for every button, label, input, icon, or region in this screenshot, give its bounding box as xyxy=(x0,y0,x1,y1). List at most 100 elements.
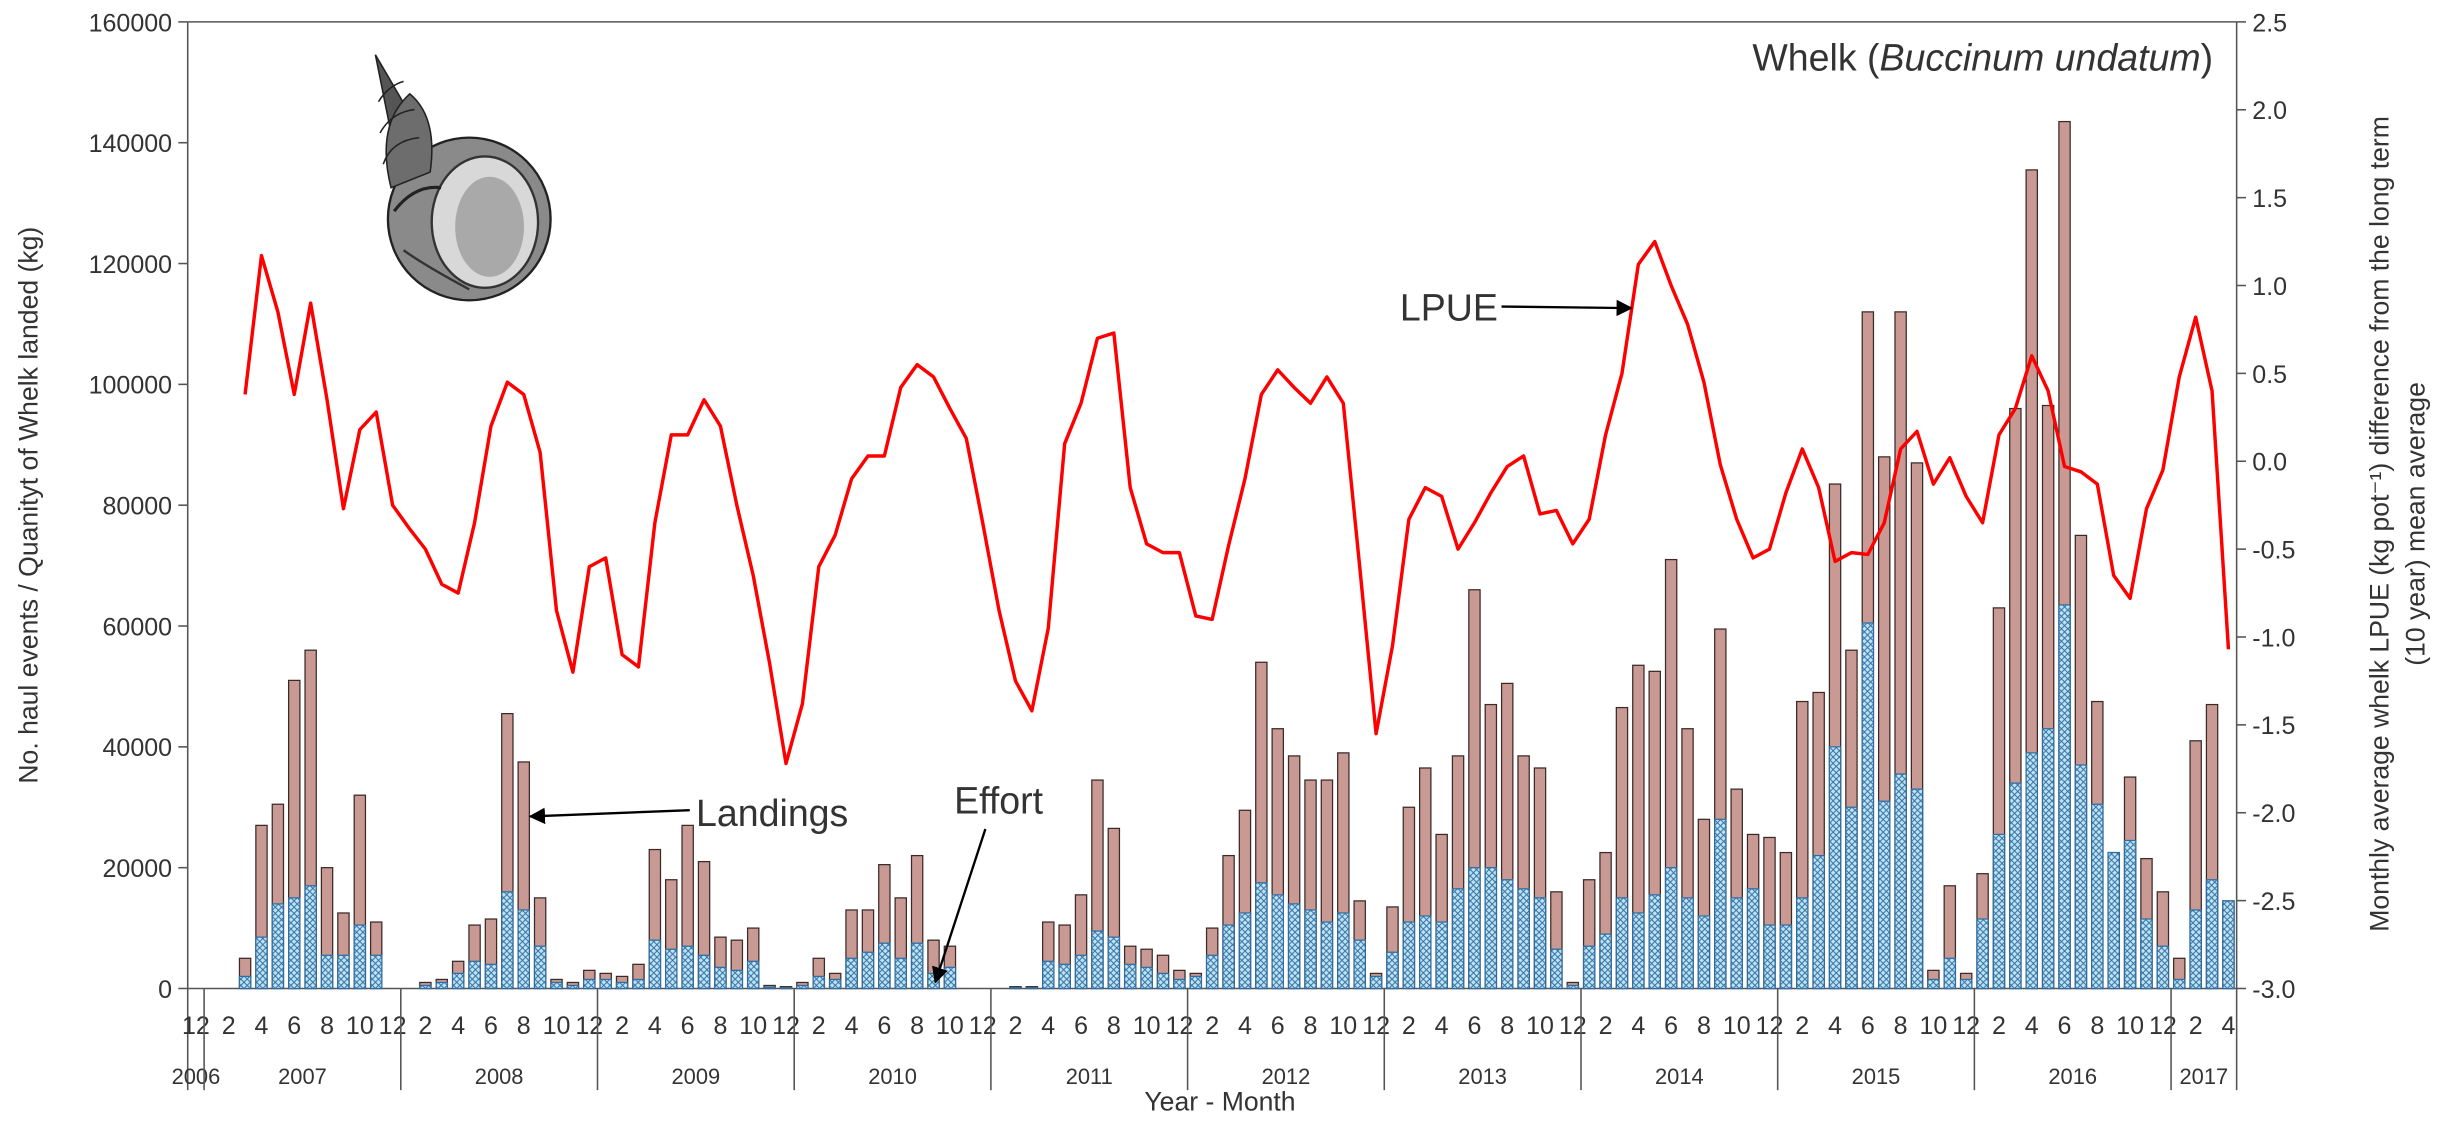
bar xyxy=(1189,975,1203,990)
year-label: 2006 xyxy=(172,1064,221,1089)
bar xyxy=(828,978,842,990)
year-label: 2015 xyxy=(1852,1064,1901,1089)
bar xyxy=(2205,879,2219,990)
y2-tick-label: -2.5 xyxy=(2252,888,2295,916)
bar xyxy=(2222,900,2235,990)
x-tick-label: 4 xyxy=(1435,1012,1449,1040)
bar xyxy=(730,969,744,990)
y2-axis-label: (10 year) mean average xyxy=(2400,382,2430,666)
bar xyxy=(288,897,301,990)
y-tick-label: 80000 xyxy=(102,493,172,521)
year-label: 2017 xyxy=(2180,1064,2229,1089)
bar xyxy=(1812,854,1825,990)
x-tick-label: 10 xyxy=(1329,1012,1357,1040)
y2-tick-label: 2.5 xyxy=(2252,9,2287,37)
x-axis-label: Year - Month xyxy=(1144,1086,1295,1116)
x-tick-label: 2 xyxy=(1992,1012,2006,1040)
bar xyxy=(1730,897,1743,990)
y2-tick-label: 2.0 xyxy=(2252,97,2287,125)
bar xyxy=(1402,921,1416,990)
bar xyxy=(1992,833,2006,990)
bar xyxy=(435,981,449,990)
bar xyxy=(1533,897,1547,990)
bar xyxy=(1074,954,1088,990)
x-tick-label: 12 xyxy=(575,1012,603,1040)
bar xyxy=(1042,960,1055,990)
x-tick-label: 8 xyxy=(2090,1012,2104,1040)
bar xyxy=(1550,948,1563,990)
bar xyxy=(1959,978,1973,990)
bar xyxy=(583,978,596,990)
x-tick-label: 12 xyxy=(1559,1012,1587,1040)
bar xyxy=(861,951,875,990)
x-tick-label: 8 xyxy=(517,1012,531,1040)
bar xyxy=(1648,894,1662,990)
year-label: 2016 xyxy=(2048,1064,2097,1089)
bar xyxy=(632,978,645,990)
y2-tick-label: 0.5 xyxy=(2252,361,2287,389)
bar xyxy=(451,972,465,990)
year-label: 2014 xyxy=(1655,1064,1704,1089)
y2-tick-label: -2.0 xyxy=(2252,800,2295,828)
bar xyxy=(2123,839,2137,990)
bar xyxy=(2009,782,2022,990)
x-tick-label: 12 xyxy=(1165,1012,1193,1040)
x-tick-label: 10 xyxy=(346,1012,374,1040)
bar xyxy=(1238,912,1252,990)
bar xyxy=(1435,921,1448,990)
y2-tick-label: -1.5 xyxy=(2252,712,2295,740)
bar xyxy=(1746,888,1760,990)
bar xyxy=(1796,897,1809,990)
y2-tick-label: -0.5 xyxy=(2252,537,2295,565)
x-tick-label: 6 xyxy=(484,1012,498,1040)
y-tick-label: 100000 xyxy=(89,372,172,400)
x-tick-label: 4 xyxy=(2025,1012,2039,1040)
bar xyxy=(2189,909,2202,990)
x-tick-label: 6 xyxy=(681,1012,695,1040)
x-tick-label: 10 xyxy=(1133,1012,1161,1040)
annotation: Effort xyxy=(954,779,1044,821)
bar xyxy=(1943,957,1957,990)
x-tick-label: 2 xyxy=(222,1012,236,1040)
bar xyxy=(468,960,481,990)
bar xyxy=(533,945,547,990)
bar xyxy=(304,885,317,990)
x-tick-label: 4 xyxy=(648,1012,662,1040)
title-part: Whelk ( xyxy=(1752,36,1880,78)
x-tick-label: 6 xyxy=(287,1012,301,1040)
bar xyxy=(1009,987,1022,990)
x-tick-label: 8 xyxy=(1500,1012,1514,1040)
bar xyxy=(1697,915,1711,990)
bar xyxy=(1976,918,1989,990)
bar xyxy=(2074,764,2088,990)
x-tick-label: 4 xyxy=(845,1012,859,1040)
line xyxy=(243,239,2231,766)
year-label: 2008 xyxy=(475,1064,524,1089)
bar xyxy=(910,942,924,990)
x-tick-label: 6 xyxy=(1467,1012,1481,1040)
bar xyxy=(1910,788,1924,990)
bar xyxy=(2140,918,2153,990)
bar xyxy=(1222,924,1235,990)
bar xyxy=(550,981,563,990)
x-tick-label: 2 xyxy=(2189,1012,2203,1040)
bar xyxy=(1304,909,1317,990)
bar xyxy=(2173,978,2186,990)
annotation-arrow xyxy=(932,828,987,984)
bar xyxy=(1714,818,1727,990)
bar xyxy=(1271,894,1285,990)
x-tick-label: 4 xyxy=(1828,1012,1842,1040)
bar xyxy=(1091,930,1104,990)
x-tick-label: 4 xyxy=(2221,1012,2235,1040)
x-tick-label: 8 xyxy=(1894,1012,1908,1040)
bar xyxy=(1369,975,1383,990)
y-axis-label: No. haul events / Quanityt of Whelk land… xyxy=(14,227,44,784)
y2-tick-label: -1.0 xyxy=(2252,624,2295,652)
bar xyxy=(484,963,498,990)
bar xyxy=(878,942,891,990)
y2-tick-label: 0.0 xyxy=(2252,449,2287,477)
x-tick-label: 10 xyxy=(2116,1012,2144,1040)
bar xyxy=(665,948,678,990)
